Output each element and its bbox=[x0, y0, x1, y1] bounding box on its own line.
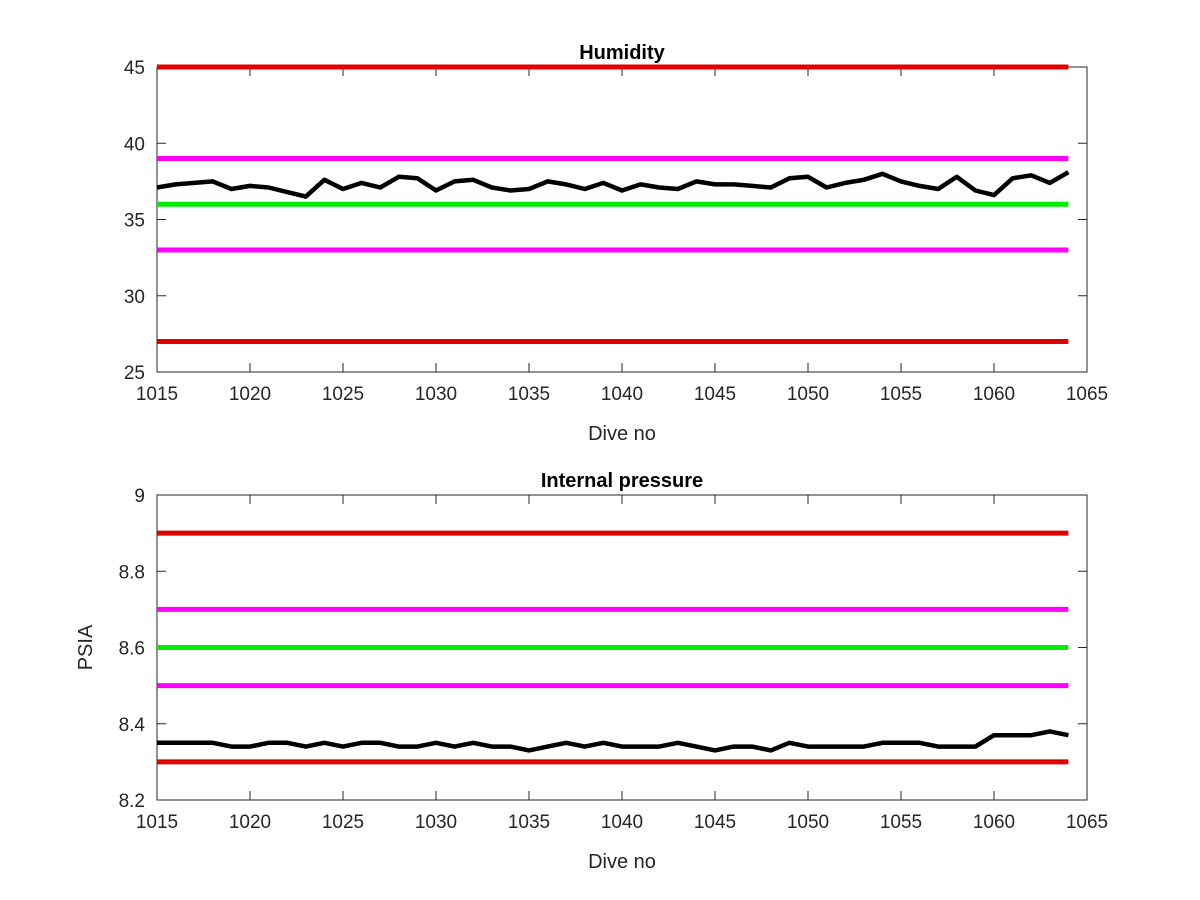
y-tick-label: 9 bbox=[134, 486, 145, 507]
x-tick-label: 1040 bbox=[601, 384, 643, 405]
x-tick-label: 1060 bbox=[973, 384, 1015, 405]
x-tick-label: 1060 bbox=[973, 812, 1015, 833]
x-tick-label: 1040 bbox=[601, 812, 643, 833]
x-axis-label: Dive no bbox=[588, 423, 656, 445]
x-tick-label: 1035 bbox=[508, 384, 550, 405]
series-line bbox=[156, 170, 1070, 199]
x-tick-label: 1065 bbox=[1066, 384, 1108, 405]
series-line bbox=[157, 729, 1069, 753]
x-axis-label: Dive no bbox=[588, 851, 656, 873]
y-tick-label: 40 bbox=[124, 134, 145, 155]
x-tick-label: 1055 bbox=[880, 384, 922, 405]
x-tick-label: 1020 bbox=[229, 812, 271, 833]
humidity-chart: 1015 1020 1025 1030 1035 1040 1045 1050 1055 1060… bbox=[124, 42, 1108, 445]
x-tick-label: 1015 bbox=[136, 384, 178, 405]
x-tick-label: 1025 bbox=[322, 384, 364, 405]
y-tick-label: 30 bbox=[124, 287, 145, 308]
x-tick-label: 1045 bbox=[694, 812, 736, 833]
y-tick-label: 35 bbox=[124, 211, 145, 232]
x-tick-label: 1030 bbox=[415, 384, 457, 405]
x-tick-label: 1065 bbox=[1066, 812, 1108, 833]
x-tick-label: 1055 bbox=[880, 812, 922, 833]
y-tick-label: 8.6 bbox=[119, 639, 145, 660]
x-tick-label: 1045 bbox=[694, 384, 736, 405]
y-tick-label: 8.8 bbox=[119, 562, 145, 583]
x-tick-label: 1050 bbox=[787, 812, 829, 833]
axes-box bbox=[156, 66, 1088, 373]
y-tick-label: 25 bbox=[124, 363, 145, 384]
chart-title: Internal pressure bbox=[541, 470, 703, 492]
y-axis-label: PSIA bbox=[75, 624, 97, 670]
y-tick-label: 8.2 bbox=[119, 791, 145, 812]
internal-pressure-chart: 1015 1020 1025 1030 1035 1040 1045 1050 1055 1060… bbox=[75, 470, 1108, 873]
x-tick-label: 1015 bbox=[136, 812, 178, 833]
y-tick-label: 45 bbox=[124, 58, 145, 79]
x-tick-label: 1035 bbox=[508, 812, 550, 833]
x-tick-label: 1050 bbox=[787, 384, 829, 405]
chart-title: Humidity bbox=[579, 42, 665, 64]
x-tick-label: 1025 bbox=[322, 812, 364, 833]
x-tick-label: 1020 bbox=[229, 384, 271, 405]
y-tick-label: 8.4 bbox=[119, 715, 146, 736]
x-tick-label: 1030 bbox=[415, 812, 457, 833]
